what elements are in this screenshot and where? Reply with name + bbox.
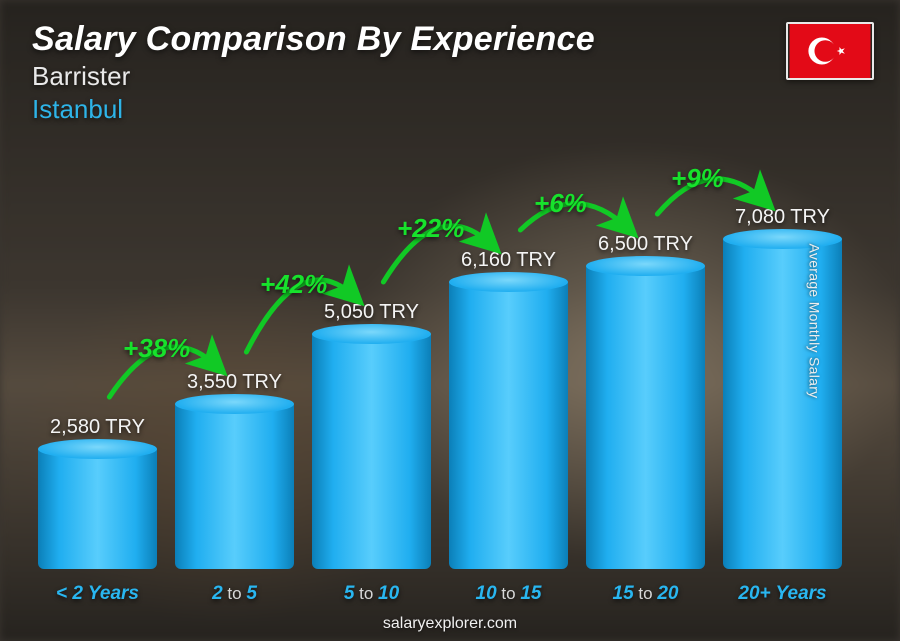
header: Salary Comparison By Experience Barriste… — [32, 20, 868, 125]
chart-subtitle: Barrister — [32, 61, 868, 92]
bar — [312, 334, 431, 569]
bar — [449, 282, 568, 569]
x-axis-label: 15 to 20 — [586, 583, 705, 605]
bar-value-label: 7,080 TRY — [735, 206, 830, 229]
x-axis-label: 2 to 5 — [175, 583, 294, 605]
bar — [175, 404, 294, 569]
bar-col: 6,160 TRY — [449, 249, 568, 569]
x-axis-label: 10 to 15 — [449, 583, 568, 605]
bar-col: 7,080 TRY — [723, 206, 842, 569]
pct-increase-label: +9% — [671, 163, 724, 194]
chart-title: Salary Comparison By Experience — [32, 20, 868, 59]
pct-increase-label: +22% — [397, 213, 464, 244]
bar-value-label: 2,580 TRY — [50, 416, 145, 439]
bar-value-label: 3,550 TRY — [187, 371, 282, 394]
pct-increase-label: +6% — [534, 188, 587, 219]
footer-source: salaryexplorer.com — [0, 615, 900, 633]
x-axis-label: 5 to 10 — [312, 583, 431, 605]
bar-col: 6,500 TRY — [586, 233, 705, 569]
bar-col: 5,050 TRY — [312, 301, 431, 569]
x-axis-label: 20+ Years — [723, 583, 842, 605]
x-axis-label: < 2 Years — [38, 583, 157, 605]
bar-value-label: 5,050 TRY — [324, 301, 419, 324]
y-axis-label: Average Monthly Salary — [807, 243, 823, 398]
bar-col: 3,550 TRY — [175, 371, 294, 569]
chart-location: Istanbul — [32, 94, 868, 125]
bar — [723, 239, 842, 569]
bar — [38, 449, 157, 569]
bar-value-label: 6,160 TRY — [461, 249, 556, 272]
flag-turkey — [786, 22, 874, 80]
pct-increase-label: +38% — [123, 333, 190, 364]
bar-value-label: 6,500 TRY — [598, 233, 693, 256]
pct-increase-label: +42% — [260, 269, 327, 300]
x-axis: < 2 Years 2 to 5 5 to 10 10 to 15 15 to 20 20… — [38, 583, 842, 605]
bar-col: 2,580 TRY — [38, 416, 157, 569]
bar — [586, 266, 705, 569]
